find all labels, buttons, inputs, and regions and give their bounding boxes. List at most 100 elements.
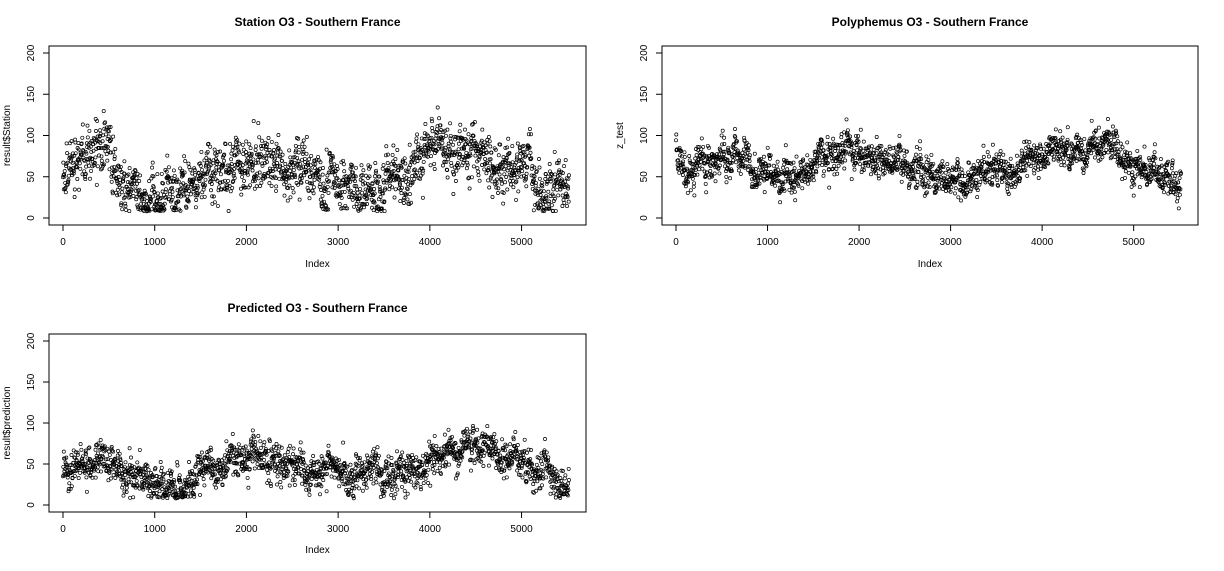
data-point [494, 177, 499, 182]
data-point [408, 163, 413, 168]
data-point [174, 180, 179, 185]
data-point [687, 158, 692, 163]
data-point [687, 154, 692, 158]
data-point [236, 442, 241, 447]
data-point [332, 180, 337, 185]
data-point [704, 190, 709, 195]
data-point [323, 187, 328, 192]
data-point [340, 189, 344, 194]
data-point [680, 173, 685, 177]
data-point [763, 170, 768, 175]
data-point [300, 151, 305, 156]
data-point [478, 148, 483, 153]
data-point [929, 152, 934, 157]
data-point [871, 147, 876, 152]
data-point [256, 176, 261, 181]
data-point [728, 176, 733, 181]
data-point [465, 160, 470, 165]
y-axis-label: result$prediction [2, 386, 13, 459]
data-point [107, 452, 112, 457]
data-point [385, 152, 390, 157]
data-point [336, 193, 341, 198]
data-point [147, 179, 152, 184]
data-point [314, 157, 319, 162]
data-point [137, 179, 142, 183]
data-point [188, 192, 193, 197]
data-point [276, 145, 281, 150]
y-tick-label: 50 [26, 171, 37, 183]
data-point [275, 482, 280, 487]
data-point [959, 198, 963, 203]
data-point [380, 166, 385, 171]
data-point [363, 181, 368, 186]
data-point [309, 153, 314, 158]
data-point [430, 119, 434, 124]
data-point [489, 173, 494, 178]
data-point [81, 149, 86, 154]
data-point [351, 190, 356, 195]
data-point [133, 188, 138, 193]
data-point [1059, 163, 1064, 168]
data-point [887, 144, 892, 149]
y-tick-label: 100 [639, 127, 650, 144]
data-point [1100, 155, 1105, 160]
data-point [139, 197, 144, 202]
data-point [520, 149, 525, 154]
data-point [792, 189, 797, 194]
data-point [449, 163, 454, 168]
data-point [926, 180, 931, 185]
data-point [266, 471, 271, 476]
data-point [487, 139, 492, 144]
data-point [250, 168, 255, 173]
data-point [511, 185, 516, 190]
x-tick-label: 1000 [144, 524, 167, 535]
data-point [395, 487, 400, 492]
data-point [956, 195, 961, 200]
data-point [454, 168, 459, 173]
data-point [516, 189, 521, 194]
data-point [1125, 140, 1130, 145]
data-point [414, 170, 419, 175]
data-point [503, 180, 508, 185]
data-point [400, 158, 405, 163]
data-point [272, 156, 277, 161]
data-point [547, 162, 552, 166]
data-point [292, 477, 297, 482]
data-point [545, 174, 550, 179]
data-point [283, 180, 288, 185]
data-point [330, 155, 335, 160]
data-point [496, 186, 501, 191]
data-point [135, 181, 139, 186]
data-point [305, 179, 309, 184]
data-point [534, 169, 539, 174]
data-point [519, 158, 524, 163]
data-point [504, 175, 509, 179]
data-point [383, 186, 388, 191]
data-point [84, 475, 89, 480]
data-point [222, 152, 227, 157]
data-point [404, 192, 409, 197]
data-point [471, 133, 475, 138]
data-point [842, 166, 847, 171]
data-point [488, 144, 493, 149]
data-point [697, 167, 702, 172]
data-point [1135, 148, 1140, 153]
data-point [538, 193, 543, 197]
data-point [836, 163, 841, 168]
data-point [554, 181, 559, 186]
data-point [437, 116, 442, 121]
data-point [338, 183, 343, 188]
data-point [207, 159, 212, 164]
data-point [173, 204, 178, 209]
data-point [321, 166, 325, 170]
data-point [488, 161, 492, 166]
data-point [540, 184, 545, 189]
data-point [326, 443, 331, 448]
data-point [517, 158, 522, 163]
data-point [175, 460, 180, 465]
x-tick-label: 5000 [1123, 237, 1146, 248]
data-point [706, 159, 711, 164]
data-point [467, 151, 472, 156]
data-point [565, 204, 569, 209]
